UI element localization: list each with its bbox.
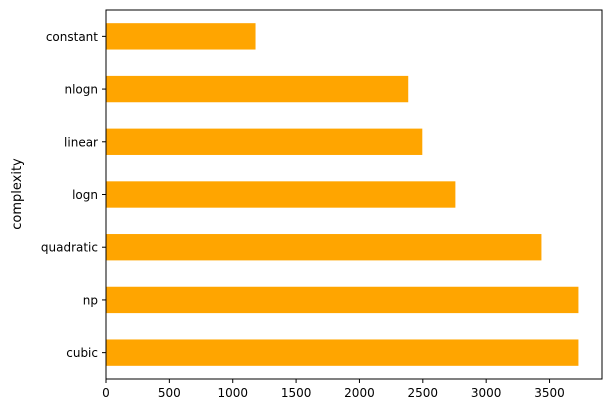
x-tick-label: 3500 — [534, 386, 565, 400]
y-axis-label: complexity — [10, 158, 25, 230]
y-tick-label: nlogn — [64, 83, 98, 97]
x-tick-label: 1000 — [217, 386, 248, 400]
bar-quadratic — [106, 234, 542, 261]
x-tick-label: 500 — [158, 386, 181, 400]
bar-logn — [106, 181, 456, 208]
x-tick-label: 0 — [102, 386, 110, 400]
y-tick-label: quadratic — [41, 241, 98, 255]
y-tick-label: np — [83, 293, 98, 307]
bar-nlogn — [106, 75, 409, 103]
y-tick-label: constant — [46, 30, 98, 44]
bar-np — [106, 286, 579, 314]
plot-frame — [105, 9, 603, 380]
x-tick-label: 2500 — [408, 386, 439, 400]
x-tick-label: 3000 — [471, 386, 502, 400]
bar-constant — [106, 23, 256, 50]
y-tick-label: linear — [64, 135, 98, 149]
x-tick-label: 2000 — [344, 386, 375, 400]
bar-cubic — [106, 339, 579, 366]
x-tick-label: 1500 — [281, 386, 312, 400]
y-tick-label: logn — [72, 188, 98, 202]
bar-linear — [106, 128, 423, 155]
y-tick-label: cubic — [66, 346, 98, 360]
